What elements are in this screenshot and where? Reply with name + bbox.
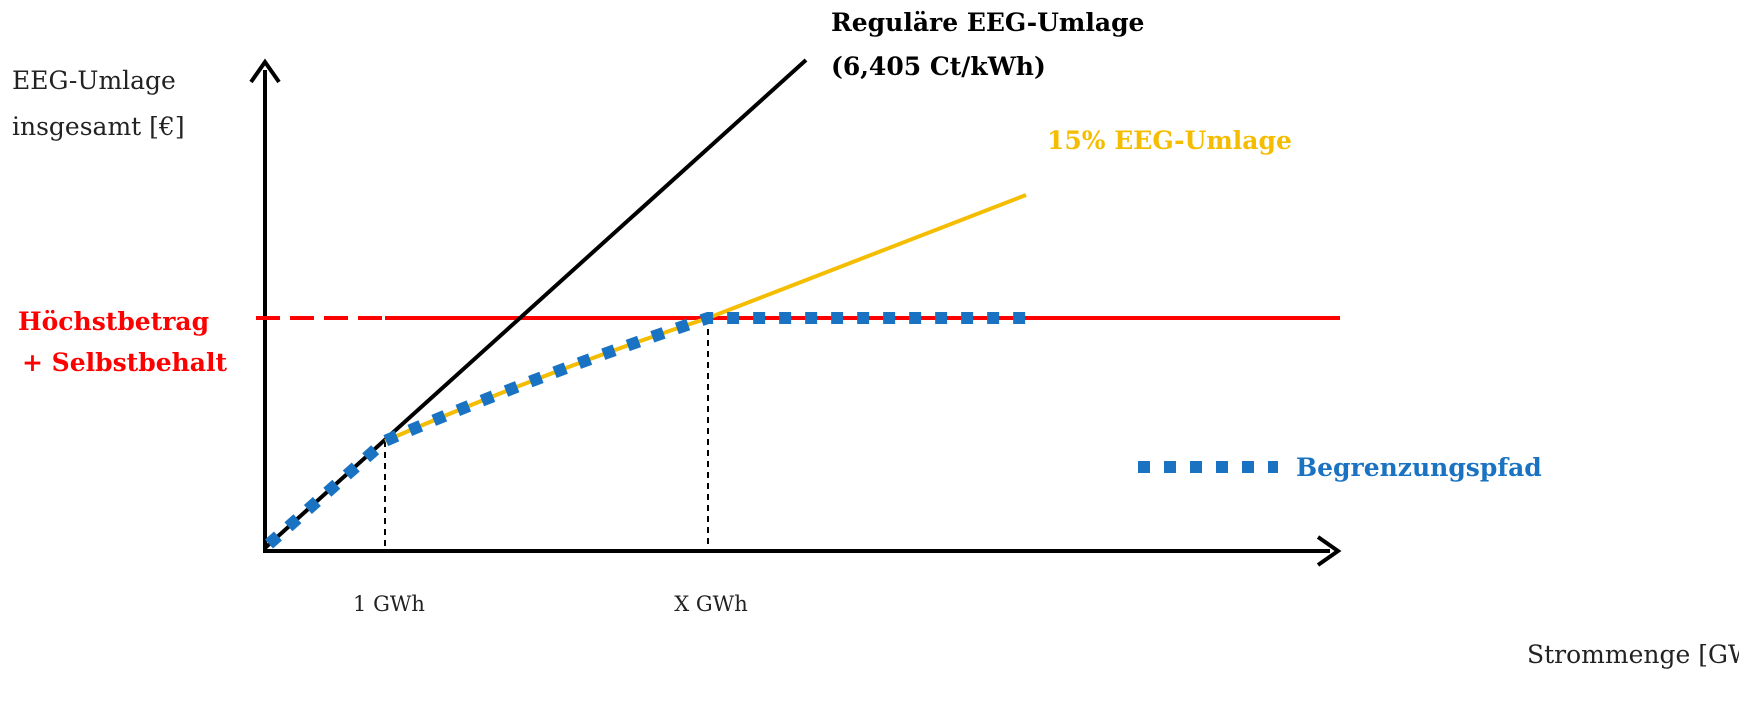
cap-label-line-1: Höchstbetrag [18,307,209,336]
x-axis-arrow-icon [1316,535,1342,567]
legend-path-label: Begrenzungspfad [1296,453,1542,482]
y-axis-label-line-1: EEG-Umlage [12,66,176,95]
limitation-path-line [265,312,1026,549]
y-axis-label-line-2: insgesamt [€] [12,112,185,141]
regular-levy-label-line-2: (6,405 Ct/kWh) [831,52,1046,81]
regular-levy-line [263,58,808,550]
x-tick-1-gwh: 1 GWh [353,592,425,616]
x-axis-label: Strommenge [GWh] [1527,640,1739,669]
y-axis-arrow-icon [249,58,281,84]
reduced-levy-label: 15% EEG-Umlage [1047,126,1292,155]
regular-levy-label-line-1: Reguläre EEG-Umlage [831,8,1144,37]
x-tick-x-gwh: X GWh [674,592,748,616]
cap-label-line-2: + Selbstbehalt [22,348,227,377]
